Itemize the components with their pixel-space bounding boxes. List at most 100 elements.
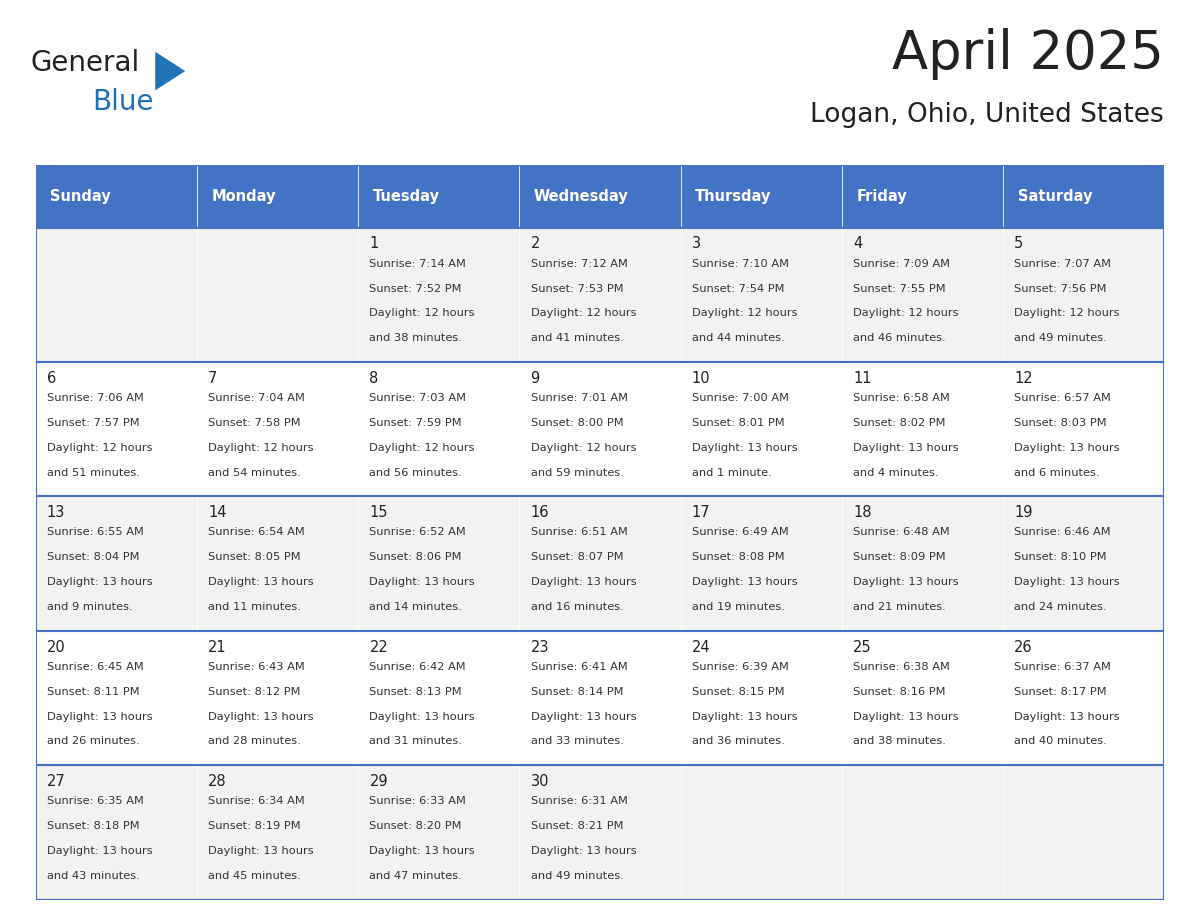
- Bar: [681, 362, 842, 497]
- Text: 14: 14: [208, 505, 227, 521]
- Text: 20: 20: [48, 640, 65, 655]
- Text: Sunrise: 6:41 AM: Sunrise: 6:41 AM: [531, 662, 627, 672]
- Text: 24: 24: [691, 640, 710, 655]
- Bar: [36, 165, 197, 228]
- Bar: [36, 497, 197, 631]
- Text: Daylight: 13 hours: Daylight: 13 hours: [369, 711, 475, 722]
- Text: Blue: Blue: [93, 88, 153, 116]
- Text: and 49 minutes.: and 49 minutes.: [531, 871, 624, 881]
- Text: 2: 2: [531, 237, 541, 252]
- Text: General: General: [30, 50, 139, 77]
- Text: Sunset: 7:59 PM: Sunset: 7:59 PM: [369, 418, 462, 428]
- Text: 11: 11: [853, 371, 872, 386]
- Text: Daylight: 12 hours: Daylight: 12 hours: [691, 308, 797, 319]
- Text: Sunrise: 6:34 AM: Sunrise: 6:34 AM: [208, 796, 305, 806]
- Bar: [197, 497, 358, 631]
- Bar: [358, 766, 519, 900]
- Text: and 9 minutes.: and 9 minutes.: [48, 602, 133, 612]
- Bar: [1003, 165, 1164, 228]
- Text: and 46 minutes.: and 46 minutes.: [853, 333, 946, 343]
- Text: Sunset: 8:11 PM: Sunset: 8:11 PM: [48, 687, 139, 697]
- Bar: [842, 766, 1003, 900]
- Text: Sunrise: 6:39 AM: Sunrise: 6:39 AM: [691, 662, 789, 672]
- Bar: [842, 631, 1003, 766]
- Text: Sunset: 8:21 PM: Sunset: 8:21 PM: [531, 821, 624, 831]
- Text: Daylight: 13 hours: Daylight: 13 hours: [853, 711, 959, 722]
- Bar: [519, 631, 681, 766]
- Bar: [842, 497, 1003, 631]
- Bar: [197, 165, 358, 228]
- Bar: [519, 497, 681, 631]
- Text: Sunrise: 7:14 AM: Sunrise: 7:14 AM: [369, 259, 466, 269]
- Bar: [358, 497, 519, 631]
- Text: Sunrise: 6:46 AM: Sunrise: 6:46 AM: [1015, 528, 1111, 537]
- Text: Daylight: 12 hours: Daylight: 12 hours: [369, 308, 475, 319]
- Text: Sunset: 8:13 PM: Sunset: 8:13 PM: [369, 687, 462, 697]
- Bar: [358, 362, 519, 497]
- Bar: [36, 631, 197, 766]
- Text: Sunset: 8:07 PM: Sunset: 8:07 PM: [531, 553, 624, 563]
- Text: Sunset: 8:05 PM: Sunset: 8:05 PM: [208, 553, 301, 563]
- Text: Daylight: 12 hours: Daylight: 12 hours: [531, 308, 636, 319]
- Text: Sunrise: 7:01 AM: Sunrise: 7:01 AM: [531, 393, 627, 403]
- Text: Sunset: 7:56 PM: Sunset: 7:56 PM: [1015, 284, 1107, 294]
- Text: and 6 minutes.: and 6 minutes.: [1015, 467, 1100, 477]
- Text: 4: 4: [853, 237, 862, 252]
- Text: 27: 27: [48, 774, 65, 789]
- Text: and 54 minutes.: and 54 minutes.: [208, 467, 301, 477]
- Text: Sunrise: 6:38 AM: Sunrise: 6:38 AM: [853, 662, 950, 672]
- Text: Monday: Monday: [211, 189, 276, 204]
- Text: 29: 29: [369, 774, 388, 789]
- Text: Sunrise: 6:57 AM: Sunrise: 6:57 AM: [1015, 393, 1111, 403]
- Text: Daylight: 12 hours: Daylight: 12 hours: [1015, 308, 1120, 319]
- Text: and 31 minutes.: and 31 minutes.: [369, 736, 462, 746]
- Text: Daylight: 13 hours: Daylight: 13 hours: [691, 577, 797, 588]
- Text: 30: 30: [531, 774, 549, 789]
- Text: and 28 minutes.: and 28 minutes.: [208, 736, 301, 746]
- Text: 1: 1: [369, 237, 379, 252]
- Text: and 49 minutes.: and 49 minutes.: [1015, 333, 1107, 343]
- Text: Sunrise: 6:43 AM: Sunrise: 6:43 AM: [208, 662, 305, 672]
- Text: Daylight: 13 hours: Daylight: 13 hours: [691, 711, 797, 722]
- Text: Sunset: 8:17 PM: Sunset: 8:17 PM: [1015, 687, 1107, 697]
- Text: 5: 5: [1015, 237, 1024, 252]
- Text: and 56 minutes.: and 56 minutes.: [369, 467, 462, 477]
- Text: Sunrise: 7:07 AM: Sunrise: 7:07 AM: [1015, 259, 1111, 269]
- Text: Daylight: 13 hours: Daylight: 13 hours: [531, 577, 637, 588]
- Text: and 36 minutes.: and 36 minutes.: [691, 736, 784, 746]
- Text: 15: 15: [369, 505, 388, 521]
- Text: Daylight: 13 hours: Daylight: 13 hours: [48, 711, 152, 722]
- Bar: [1003, 631, 1164, 766]
- Text: 12: 12: [1015, 371, 1032, 386]
- Text: Daylight: 13 hours: Daylight: 13 hours: [1015, 577, 1120, 588]
- Text: and 4 minutes.: and 4 minutes.: [853, 467, 939, 477]
- Bar: [197, 228, 358, 362]
- Text: and 59 minutes.: and 59 minutes.: [531, 467, 624, 477]
- Text: Sunrise: 6:45 AM: Sunrise: 6:45 AM: [48, 662, 144, 672]
- Bar: [197, 766, 358, 900]
- Text: April 2025: April 2025: [892, 28, 1164, 81]
- Text: Sunrise: 6:33 AM: Sunrise: 6:33 AM: [369, 796, 466, 806]
- Text: and 11 minutes.: and 11 minutes.: [208, 602, 301, 612]
- Text: Sunset: 8:04 PM: Sunset: 8:04 PM: [48, 553, 139, 563]
- Bar: [1003, 362, 1164, 497]
- Text: 21: 21: [208, 640, 227, 655]
- Bar: [1003, 497, 1164, 631]
- Bar: [681, 228, 842, 362]
- Text: 3: 3: [691, 237, 701, 252]
- Text: 22: 22: [369, 640, 388, 655]
- Text: Sunday: Sunday: [50, 189, 110, 204]
- Bar: [519, 228, 681, 362]
- Bar: [1003, 766, 1164, 900]
- Text: 28: 28: [208, 774, 227, 789]
- Text: 13: 13: [48, 505, 65, 521]
- Text: 9: 9: [531, 371, 539, 386]
- Bar: [36, 228, 197, 362]
- Text: Sunrise: 7:04 AM: Sunrise: 7:04 AM: [208, 393, 305, 403]
- Text: Sunset: 7:57 PM: Sunset: 7:57 PM: [48, 418, 139, 428]
- Text: Sunrise: 6:35 AM: Sunrise: 6:35 AM: [48, 796, 144, 806]
- Text: Sunset: 8:19 PM: Sunset: 8:19 PM: [208, 821, 301, 831]
- Text: and 38 minutes.: and 38 minutes.: [853, 736, 946, 746]
- Text: Logan, Ohio, United States: Logan, Ohio, United States: [810, 102, 1164, 128]
- Text: Sunrise: 6:48 AM: Sunrise: 6:48 AM: [853, 528, 950, 537]
